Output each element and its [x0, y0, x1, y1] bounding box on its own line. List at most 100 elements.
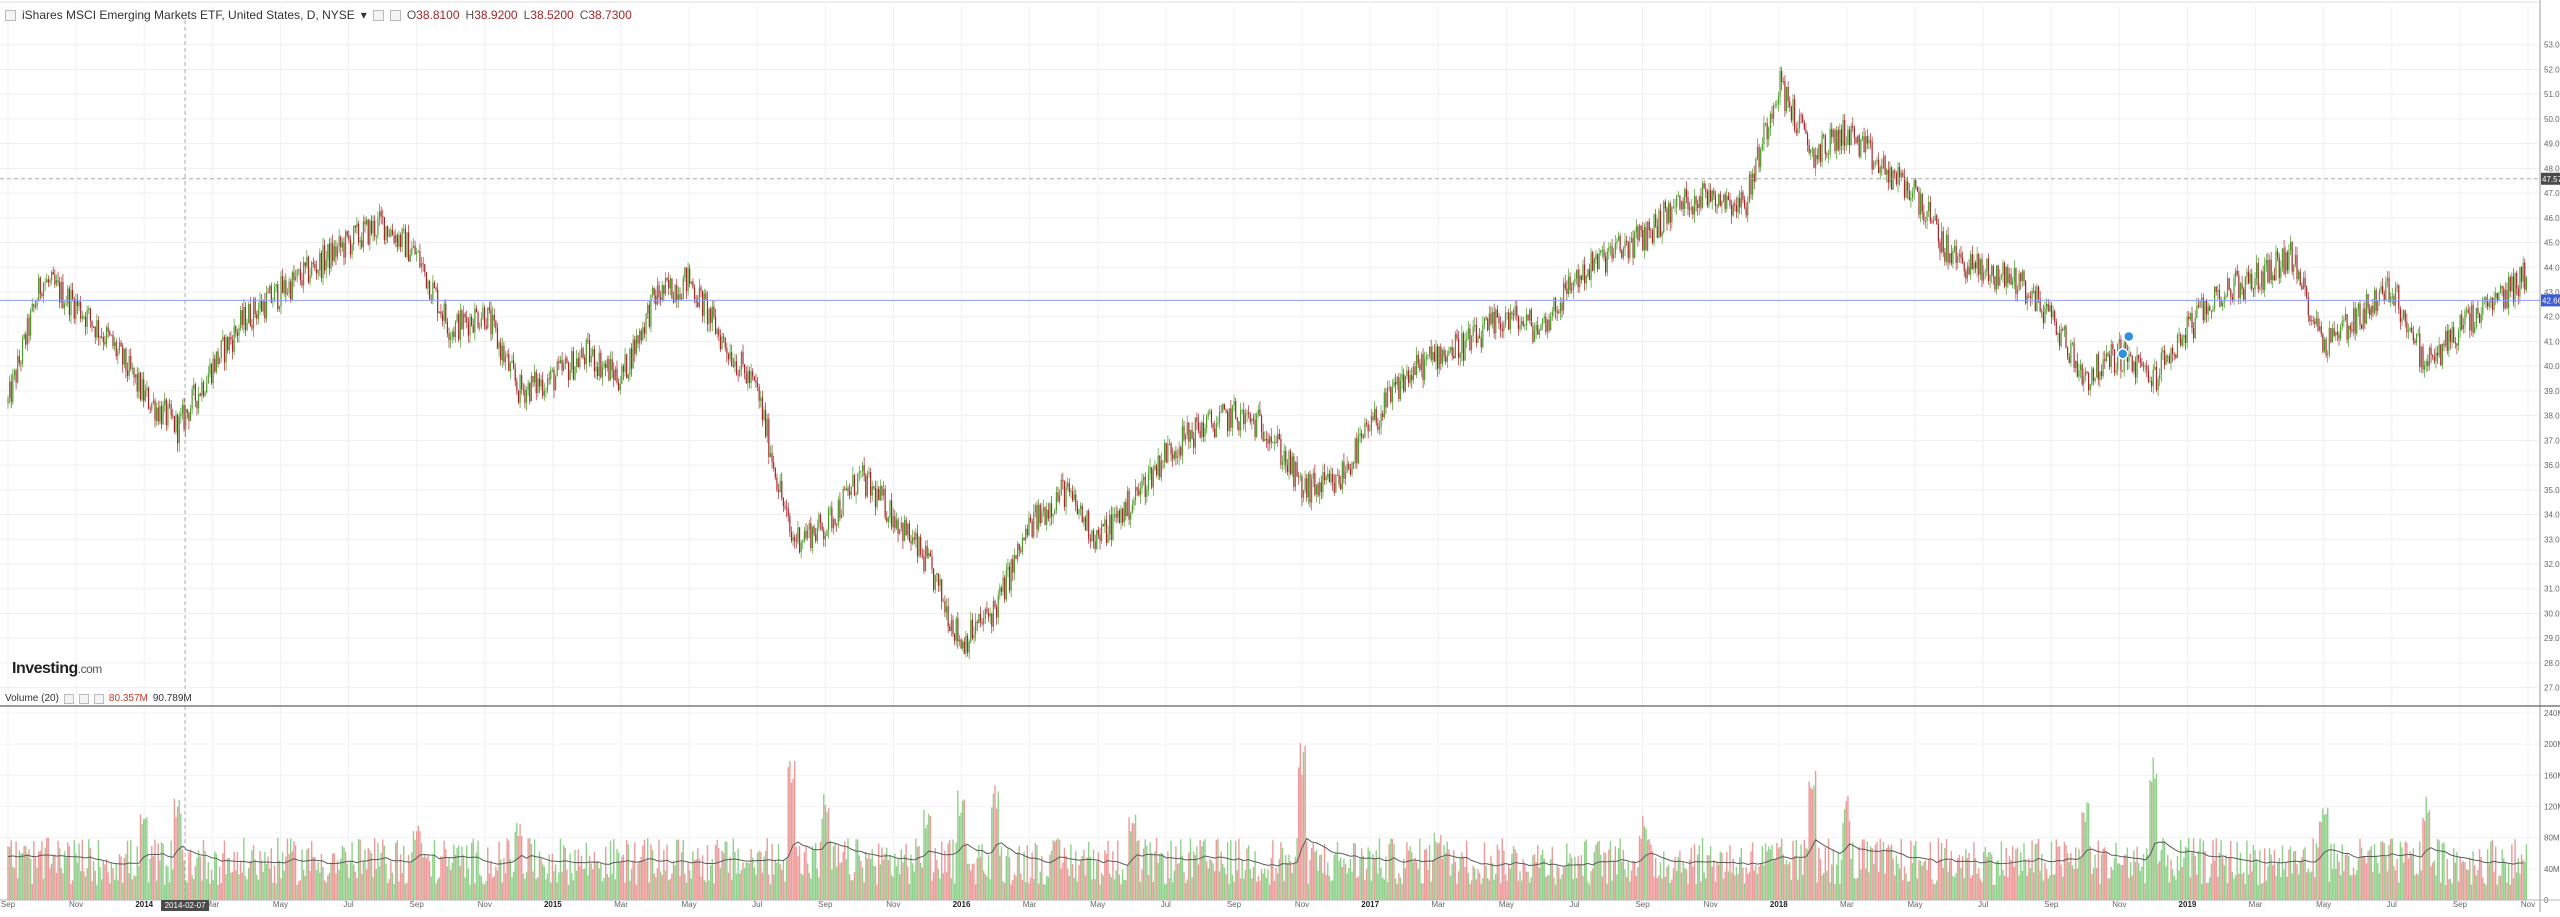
legend-collapse-icon[interactable] [5, 9, 16, 21]
price-candle [1732, 203, 1734, 216]
volume-bar [1255, 881, 1258, 900]
price-candle [1472, 326, 1474, 337]
volume-bar [928, 813, 930, 900]
price-candle [93, 326, 95, 328]
volume-bar [280, 878, 282, 900]
volume-bar [2381, 841, 2384, 900]
price-candle [225, 337, 227, 363]
volume-bar [898, 874, 901, 900]
volume-bar [1843, 809, 1846, 900]
price-candle [51, 271, 53, 281]
price-candle [469, 316, 471, 336]
volume-bar [2142, 853, 2145, 900]
volume-bar [65, 857, 67, 900]
time-tick-label: Mar [614, 900, 628, 909]
price-candle [1453, 355, 1455, 359]
volume-bar [73, 839, 75, 900]
price-candle [1871, 141, 1873, 170]
price-candle [1102, 524, 1104, 526]
price-candle [2453, 327, 2455, 343]
volume-bar [1632, 860, 1634, 900]
price-candle [2428, 347, 2431, 366]
price-candle [1462, 333, 1465, 361]
volume-bar [2430, 866, 2432, 900]
price-tick-label: 49.0000 [2544, 140, 2560, 149]
volume-bar [323, 880, 326, 900]
price-candle [180, 413, 182, 417]
price-candle [1495, 309, 1497, 334]
volume-bar [1081, 856, 1083, 900]
price-candle [1737, 197, 1739, 213]
volume-bar [924, 828, 927, 900]
volume-bar [2465, 869, 2468, 900]
volume-bar [2297, 874, 2300, 900]
volume-bar [1756, 873, 1759, 900]
volume-bar [1743, 883, 1746, 900]
volume-bar [2023, 843, 2025, 900]
volume-bar [776, 862, 778, 900]
price-candle [1044, 507, 1046, 525]
price-candle [2162, 350, 2164, 353]
price-candle [1470, 336, 1473, 351]
chevron-down-icon[interactable]: ▾ [360, 8, 367, 22]
price-candle [2412, 332, 2414, 341]
volume-bar [1231, 874, 1234, 900]
price-candle [2210, 310, 2212, 312]
volume-bar [824, 804, 827, 900]
price-candle [884, 488, 886, 518]
volume-bar [606, 874, 609, 900]
volume-bar [2150, 781, 2153, 900]
price-candle [1740, 192, 1742, 208]
volume-bar [165, 865, 168, 900]
price-candle [2386, 277, 2389, 282]
volume-bar [317, 861, 319, 900]
volume-bar [1863, 839, 1865, 900]
volume-bar [8, 846, 11, 900]
price-candle [2378, 291, 2380, 301]
price-candle [125, 348, 127, 371]
price-candle [1144, 476, 1146, 497]
volume-bar [655, 877, 657, 900]
volume-tick-label: 40M [2544, 865, 2560, 874]
price-candle [338, 236, 340, 247]
settings-icon[interactable] [372, 9, 384, 21]
volume-settings-icon[interactable] [63, 693, 74, 704]
volume-bar [1774, 859, 1776, 900]
price-candle [1533, 330, 1536, 342]
volume-bar [961, 800, 964, 900]
price-candle [2380, 286, 2382, 292]
price-candle [668, 280, 670, 289]
price-candle [1992, 265, 1994, 277]
price-candle [592, 348, 594, 356]
price-candle [1750, 174, 1752, 195]
volume-bar [130, 839, 132, 900]
price-candle [1983, 272, 1985, 281]
price-candle [1325, 477, 1327, 481]
hide-icon[interactable] [389, 9, 401, 21]
volume-hide-icon[interactable] [78, 693, 89, 704]
price-candle [1629, 242, 1631, 258]
price-candle [1123, 502, 1125, 523]
price-candle [798, 527, 801, 553]
volume-bar [2011, 846, 2014, 900]
price-candle [109, 331, 111, 336]
price-candle [1962, 257, 1964, 263]
volume-bar [186, 882, 189, 900]
volume-bar [55, 872, 58, 900]
volume-bar [1759, 863, 1762, 900]
price-candle [214, 358, 216, 372]
price-candle [1238, 421, 1240, 431]
volume-bar [1477, 869, 1479, 900]
volume-bar [1729, 845, 1731, 900]
volume-bar [653, 873, 655, 900]
price-candle [981, 622, 983, 624]
volume-bar [2013, 866, 2016, 900]
volume-bar [1603, 852, 1605, 900]
volume-remove-icon[interactable] [93, 693, 104, 704]
price-candle [1981, 259, 1983, 281]
volume-bar [574, 849, 576, 900]
volume-bar [2406, 842, 2408, 900]
volume-bar [294, 845, 297, 900]
price-candle [2462, 325, 2464, 330]
